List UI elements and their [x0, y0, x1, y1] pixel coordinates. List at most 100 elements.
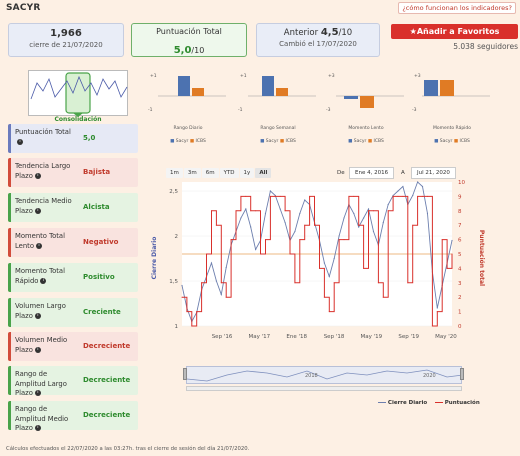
date-to-label: A: [401, 170, 405, 176]
indicator-range-medium[interactable]: Rango de Amplitud Medio Plazo i Decrecien…: [8, 401, 138, 432]
score-point: [407, 282, 409, 284]
price-point: [220, 293, 222, 296]
price-point: [279, 208, 281, 210]
ytick: +3: [328, 73, 335, 79]
navigator-handle-right[interactable]: [460, 368, 464, 380]
price-point: [210, 262, 213, 264]
score-point: [289, 253, 291, 255]
gauge-sparkline: [30, 72, 128, 117]
indicator-volume-medium[interactable]: Volumen Medio Plazo i Decreciente: [8, 332, 138, 361]
chart-navigator[interactable]: 2018 2020: [186, 366, 464, 384]
followers-count: 5.038 seguidores: [453, 42, 518, 51]
y-right-tick: 9: [458, 194, 462, 200]
indicator-value: Bajista: [83, 168, 111, 176]
date-to-input[interactable]: Jul 21, 2020: [411, 167, 456, 179]
range-1y[interactable]: 1y: [239, 168, 255, 178]
score-point: [304, 224, 306, 226]
add-favorites-button[interactable]: ★Añadir a Favoritos: [391, 24, 518, 39]
indicator-volume-long[interactable]: Volumen Largo Plazo i Creciente: [8, 298, 138, 327]
score-point: [397, 195, 399, 197]
indicator-trend-long[interactable]: Tendencia Largo Plazo i Bajista: [8, 158, 138, 187]
previous-score: 4,5: [320, 27, 339, 38]
ytick: -3: [412, 107, 417, 113]
info-icon[interactable]: i: [34, 312, 41, 319]
range-1m[interactable]: 1m: [166, 168, 183, 178]
navigator-handle-left[interactable]: [183, 368, 187, 380]
indicator-value: Decreciente: [83, 376, 131, 384]
y-right-tick: 6: [458, 238, 462, 244]
score-value: 5,0: [173, 45, 192, 56]
x-tick: May '17: [249, 334, 271, 340]
score-point: [333, 282, 335, 284]
range-6m[interactable]: 6m: [201, 168, 219, 178]
score-point: [392, 195, 394, 197]
bar-sacyr: [262, 76, 274, 96]
indicator-value: 5,0: [83, 134, 96, 142]
y-left-tick: 2: [175, 234, 179, 240]
score-point: [264, 239, 266, 241]
add-favorites-label: Añadir a Favoritos: [416, 27, 500, 36]
bar-sacyr: [344, 96, 358, 99]
y-right-tick: 4: [458, 266, 462, 272]
score-point: [382, 296, 384, 298]
info-icon[interactable]: i: [34, 346, 41, 353]
range-3m[interactable]: 3m: [183, 168, 201, 178]
y-right-tick: 2: [458, 295, 462, 301]
date-from-input[interactable]: Ene 4, 2016: [349, 167, 395, 179]
indicator-total-score[interactable]: Puntuación Total i 5,0: [8, 124, 138, 153]
price-point: [245, 208, 247, 210]
indicator-trend-medium[interactable]: Tendencia Medio Plazo i Alcista: [8, 193, 138, 222]
bar-sacyr: [424, 80, 438, 96]
help-link[interactable]: ¿cómo funcionan los indicadores?: [398, 2, 516, 14]
indicator-label: Tendencia Largo Plazo: [15, 162, 71, 180]
score-point: [269, 195, 271, 197]
indicator-value: Decreciente: [83, 342, 131, 350]
indicator-label: Volumen Largo Plazo: [15, 302, 66, 320]
ytick: +3: [414, 73, 421, 79]
mini-chart-momentum-slow: +3 -3 Momento Lento ■ Sacyr ■ ICBS: [326, 70, 406, 144]
info-icon[interactable]: i: [40, 277, 47, 284]
score-point: [181, 296, 183, 298]
info-icon[interactable]: i: [34, 425, 41, 431]
mini-chart-title: Momento Rápido: [432, 126, 472, 131]
info-icon[interactable]: i: [17, 138, 23, 145]
gauge-label: Consolidación: [54, 116, 102, 123]
x-tick: May '19: [361, 334, 383, 340]
indicator-label: Rango de Amplitud Medio Plazo: [15, 405, 69, 432]
indicator-label: Momento Total Rápido: [15, 267, 65, 285]
previous-label: Anterior: [283, 28, 319, 38]
score-point: [220, 282, 222, 284]
mini-legend: ■ Sacyr ■ ICBS: [170, 139, 206, 144]
score-point: [353, 195, 355, 197]
indicator-momentum-fast[interactable]: Momento Total Rápido i Positivo: [8, 263, 138, 292]
price-point: [255, 248, 257, 251]
price-point: [421, 185, 424, 188]
ytick: -3: [326, 107, 331, 113]
mini-chart-daily-range: +1 -1 Rango Diario ■ Sacyr ■ ICBS: [148, 70, 228, 144]
score-point: [260, 253, 262, 255]
info-icon[interactable]: i: [34, 172, 41, 179]
price-point: [436, 307, 438, 309]
score-point: [343, 239, 345, 241]
range-ytd[interactable]: YTD: [219, 168, 239, 178]
mini-chart-title: Rango Semanal: [260, 126, 296, 131]
series-price-line: [181, 181, 453, 323]
range-all[interactable]: All: [255, 168, 272, 178]
gauge-widget: [28, 70, 128, 117]
info-icon[interactable]: i: [34, 207, 41, 214]
score-point: [299, 239, 301, 241]
price-point: [294, 230, 296, 233]
y-right-tick: 8: [458, 209, 462, 215]
indicator-label: Rango de Amplitud Largo Plazo: [15, 370, 67, 397]
navigator-scrollbar[interactable]: [186, 386, 462, 391]
price-point: [426, 212, 429, 215]
previous-suffix: /10: [338, 28, 353, 38]
score-point: [186, 311, 188, 313]
mini-legend: ■ Sacyr ■ ICBS: [260, 139, 296, 144]
info-icon[interactable]: i: [35, 242, 42, 249]
score-point: [368, 210, 370, 212]
price-point: [353, 212, 355, 215]
indicator-momentum-slow[interactable]: Momento Total Lento i Negativo: [8, 228, 138, 257]
info-icon[interactable]: i: [34, 390, 41, 396]
indicator-range-long[interactable]: Rango de Amplitud Largo Plazo i Decrecien…: [8, 366, 138, 397]
